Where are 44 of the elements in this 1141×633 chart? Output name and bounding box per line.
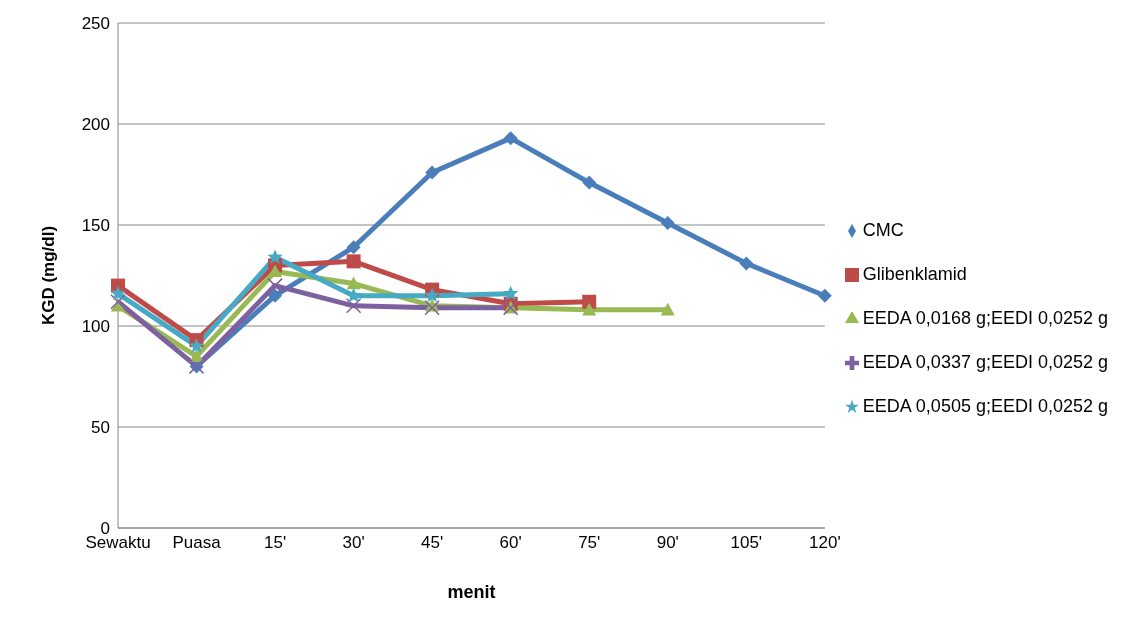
- point: [345, 298, 362, 314]
- x-tick-label: 105': [730, 533, 763, 553]
- point: [346, 276, 361, 290]
- point: [110, 285, 126, 301]
- legend-label: EEDA 0,0505 g;EEDI 0,0252 g: [862, 396, 1108, 416]
- point: [660, 302, 675, 316]
- legend-label: EEDA 0,0168 g;EEDI 0,0252 g: [862, 308, 1108, 328]
- point: [425, 165, 440, 180]
- x-tick-label: 75': [578, 533, 601, 553]
- point: [268, 264, 283, 278]
- point: [189, 349, 204, 362]
- x-tick-label: 60': [499, 533, 522, 553]
- y-tick-label: 250: [81, 14, 110, 34]
- point: [660, 215, 675, 230]
- point: [424, 300, 440, 316]
- y-tick-label: 50: [91, 418, 110, 438]
- point: [346, 254, 361, 269]
- x-tick-label: 15': [263, 533, 287, 553]
- point: [346, 240, 361, 255]
- y-tick-label: 100: [81, 317, 110, 337]
- legend-label: CMC: [862, 220, 904, 240]
- legend-label: EEDA 0,0337 g;EEDI 0,0252 g: [862, 352, 1108, 372]
- point: [817, 288, 832, 303]
- point: [188, 338, 205, 353]
- x-tick-label: 120': [809, 533, 841, 553]
- point: [110, 294, 126, 310]
- x-tick-label: 45': [421, 533, 444, 553]
- legend-label: Glibenklamid: [862, 264, 967, 284]
- point: [503, 131, 518, 146]
- x-tick-label: 30': [342, 533, 365, 553]
- x-axis-title: menit: [447, 582, 496, 602]
- point: [739, 256, 754, 271]
- point: [582, 175, 597, 190]
- x-tick-label: 90': [656, 533, 679, 553]
- point: [582, 302, 597, 316]
- point: [268, 288, 283, 303]
- point: [267, 277, 283, 294]
- point: [503, 285, 519, 301]
- y-tick-label: 150: [81, 216, 110, 236]
- y-tick-label: 200: [81, 115, 110, 135]
- point: [424, 287, 440, 303]
- point: [267, 249, 283, 264]
- y-axis-title: KGD (mg/dl): [39, 225, 59, 326]
- x-tick-label: Puasa: [172, 533, 222, 553]
